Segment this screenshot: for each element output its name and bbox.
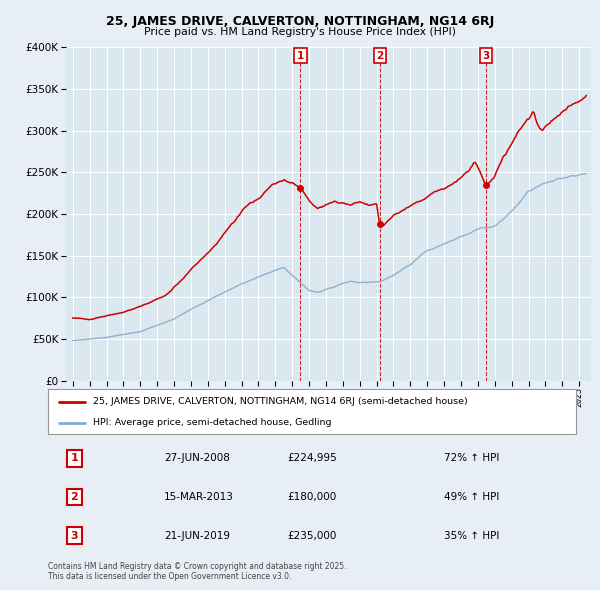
Text: 2: 2 bbox=[376, 51, 383, 61]
Text: 25, JAMES DRIVE, CALVERTON, NOTTINGHAM, NG14 6RJ: 25, JAMES DRIVE, CALVERTON, NOTTINGHAM, … bbox=[106, 15, 494, 28]
Text: This data is licensed under the Open Government Licence v3.0.: This data is licensed under the Open Gov… bbox=[48, 572, 292, 581]
Text: 3: 3 bbox=[71, 531, 78, 541]
Text: Contains HM Land Registry data © Crown copyright and database right 2025.: Contains HM Land Registry data © Crown c… bbox=[48, 562, 347, 571]
Text: 35% ↑ HPI: 35% ↑ HPI bbox=[444, 531, 499, 541]
Text: £224,995: £224,995 bbox=[287, 453, 337, 463]
Text: 21-JUN-2019: 21-JUN-2019 bbox=[164, 531, 230, 541]
Text: HPI: Average price, semi-detached house, Gedling: HPI: Average price, semi-detached house,… bbox=[93, 418, 331, 427]
Text: £180,000: £180,000 bbox=[287, 492, 337, 502]
Text: 15-MAR-2013: 15-MAR-2013 bbox=[164, 492, 234, 502]
Text: 49% ↑ HPI: 49% ↑ HPI bbox=[444, 492, 499, 502]
Text: Price paid vs. HM Land Registry's House Price Index (HPI): Price paid vs. HM Land Registry's House … bbox=[144, 27, 456, 37]
Text: 1: 1 bbox=[71, 453, 78, 463]
Text: 1: 1 bbox=[297, 51, 304, 61]
Text: 25, JAMES DRIVE, CALVERTON, NOTTINGHAM, NG14 6RJ (semi-detached house): 25, JAMES DRIVE, CALVERTON, NOTTINGHAM, … bbox=[93, 397, 467, 407]
Text: 27-JUN-2008: 27-JUN-2008 bbox=[164, 453, 230, 463]
Text: 3: 3 bbox=[482, 51, 490, 61]
Text: 2: 2 bbox=[71, 492, 78, 502]
Text: 72% ↑ HPI: 72% ↑ HPI bbox=[444, 453, 499, 463]
Text: £235,000: £235,000 bbox=[287, 531, 337, 541]
